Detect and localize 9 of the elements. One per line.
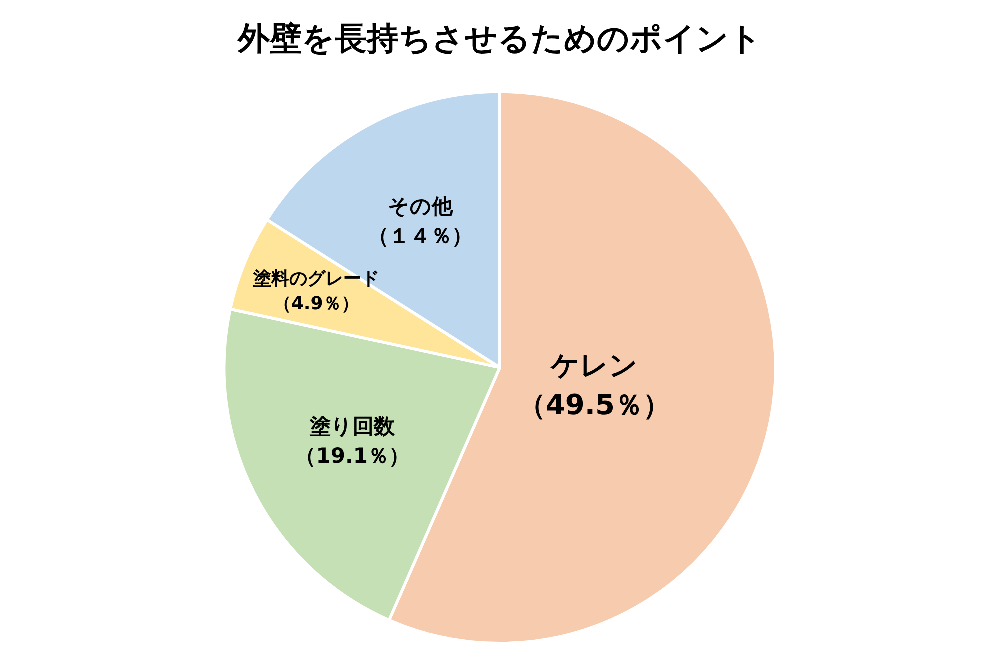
data-label: （4.9％） <box>273 294 360 315</box>
slice-label: 塗料のグレード <box>252 268 380 290</box>
chart-title: 外壁を長持ちさせるためのポイント <box>237 20 762 58</box>
slice-label: 塗り回数 <box>309 414 396 439</box>
data-label: （19.1％） <box>295 444 410 468</box>
slice-label: ケレン <box>550 349 638 382</box>
data-label: （49.5％） <box>518 388 672 422</box>
slice-label: その他 <box>388 194 454 218</box>
data-label: （１４％） <box>368 224 473 248</box>
